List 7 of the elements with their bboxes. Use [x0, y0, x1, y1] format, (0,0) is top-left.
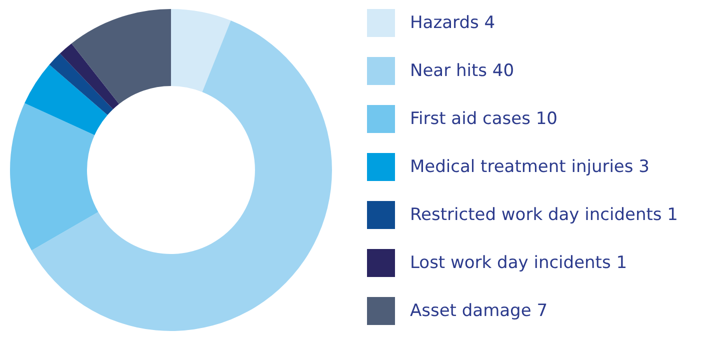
legend-label: Near hits 40	[410, 61, 514, 81]
legend-label: Restricted work day incidents 1	[410, 205, 678, 225]
legend-label: Lost work day incidents 1	[410, 253, 628, 273]
legend-label: First aid cases 10	[410, 109, 558, 129]
legend-label: Hazards 4	[410, 13, 496, 33]
legend-label: Asset damage 7	[410, 301, 548, 321]
legend-label: Medical treatment injuries 3	[410, 157, 650, 177]
